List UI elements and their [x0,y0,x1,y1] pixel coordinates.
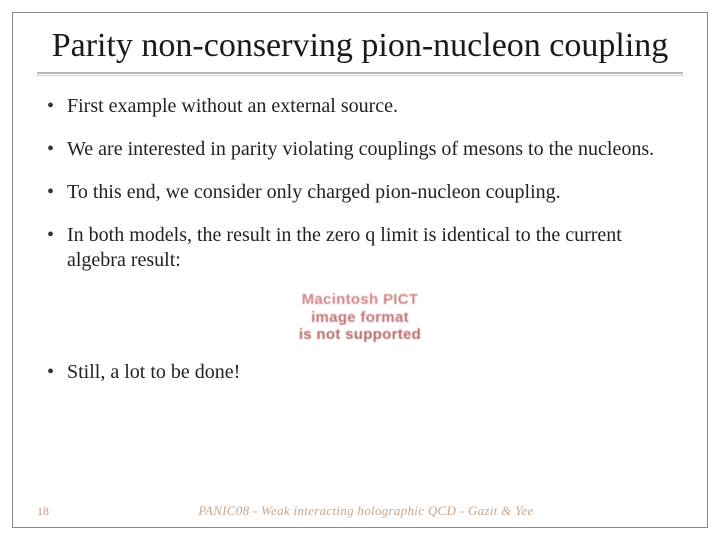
placeholder-line: is not supported [299,326,421,343]
slide-footer: 18 PANIC08 - Weak interacting holographi… [37,503,683,519]
bullet-item: Still, a lot to be done! [47,360,683,385]
missing-image-placeholder: Macintosh PICT image format is not suppo… [37,291,683,344]
footer-text: PANIC08 - Weak interacting holographic Q… [49,503,683,519]
bullet-list: Still, a lot to be done! [37,360,683,385]
bullet-item: We are interested in parity violating co… [47,137,683,162]
bullet-list: First example without an external source… [37,94,683,273]
placeholder-text: Macintosh PICT image format is not suppo… [299,291,421,343]
bullet-item: First example without an external source… [47,94,683,119]
bullet-item: In both models, the result in the zero q… [47,223,683,273]
slide-inner-border: Parity non-conserving pion-nucleon coupl… [12,12,708,528]
placeholder-line: Macintosh PICT [302,291,419,308]
placeholder-line: image format [311,309,409,326]
page-number: 18 [37,504,49,519]
bullet-item: To this end, we consider only charged pi… [47,180,683,205]
title-rule [37,72,683,76]
slide-title: Parity non-conserving pion-nucleon coupl… [37,27,683,64]
slide: Parity non-conserving pion-nucleon coupl… [0,0,720,540]
